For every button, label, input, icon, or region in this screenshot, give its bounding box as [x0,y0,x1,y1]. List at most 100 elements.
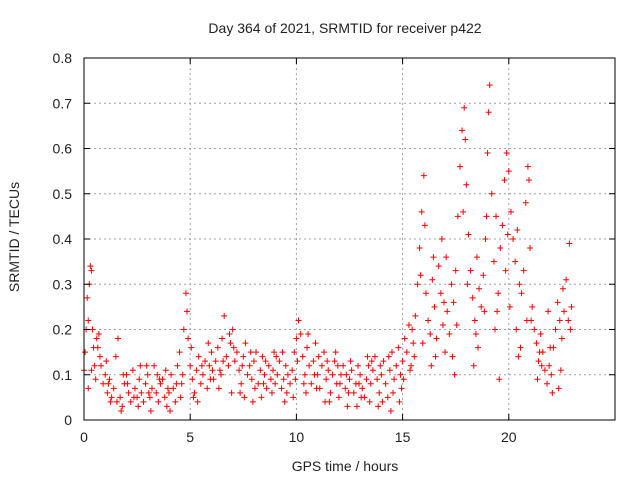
data-point [558,335,565,342]
x-tick-label: 15 [395,429,411,445]
data-point [547,344,554,351]
data-point [188,344,195,351]
data-point [259,353,266,360]
data-point [268,389,275,396]
data-point [157,380,164,387]
data-point [541,367,548,374]
data-point [459,127,466,134]
data-point [514,226,521,233]
data-point [478,303,485,310]
data-point [524,163,531,170]
data-point [486,82,493,89]
data-point [88,267,95,274]
data-point [129,367,136,374]
data-point [450,299,457,306]
data-point [227,340,234,347]
data-point [155,398,162,405]
data-point [427,331,434,338]
data-point [306,362,313,369]
data-point [556,317,563,324]
data-point [219,335,226,342]
data-point [331,358,338,365]
data-point [187,362,194,369]
data-point [384,394,391,401]
data-point [145,389,152,396]
data-point [491,326,498,333]
data-point [82,349,89,356]
data-point [502,267,509,274]
data-point [403,349,410,356]
data-point [561,308,568,315]
data-point [94,344,101,351]
data-point [140,398,147,405]
data-point [408,362,415,369]
data-point [358,394,365,401]
data-point [300,380,307,387]
data-point [91,362,98,369]
data-point [138,389,145,396]
data-point [118,407,125,414]
data-point [460,208,467,215]
data-point [293,335,300,342]
x-tick-label: 5 [186,429,194,445]
data-point [236,367,243,374]
data-point [302,389,309,396]
data-point [419,340,426,347]
data-point [197,380,204,387]
data-point [393,362,400,369]
data-point [127,398,134,405]
data-point [84,294,91,301]
data-point [260,380,267,387]
data-point [353,403,360,410]
data-point [566,240,573,247]
data-point [125,389,132,396]
data-point [308,380,315,387]
data-point [297,331,304,338]
data-point [205,340,212,347]
data-point [451,371,458,378]
data-point [143,362,150,369]
data-point [456,163,463,170]
data-point [454,213,461,220]
data-point [463,181,470,188]
data-point [146,394,153,401]
data-point [103,358,110,365]
data-point [131,385,138,392]
data-point [405,321,412,328]
data-point [248,376,255,383]
data-point [110,385,117,392]
data-point [390,389,397,396]
data-point [96,353,103,360]
data-point [305,331,312,338]
data-point [276,358,283,365]
data-point [431,303,438,310]
data-point [374,376,381,383]
data-point [462,136,469,143]
data-point [137,362,144,369]
data-point [499,222,506,229]
data-point [335,394,342,401]
data-point [274,371,281,378]
data-point [495,290,502,297]
data-point [343,371,350,378]
data-point [113,398,120,405]
data-point [87,263,94,270]
data-point [239,362,246,369]
y-tick-label: 0.2 [53,322,73,338]
data-point [506,303,513,310]
data-point [441,299,448,306]
data-point [439,321,446,328]
data-point [295,317,302,324]
data-point [438,236,445,242]
data-point [263,385,270,392]
data-point [208,349,215,356]
data-point [367,380,374,387]
data-point [537,331,544,338]
data-point [490,258,497,265]
data-point [204,385,211,392]
y-tick-label: 0.6 [53,141,73,157]
data-point [467,267,474,274]
data-point [414,281,421,288]
data-point [493,213,500,220]
data-point [397,371,404,378]
